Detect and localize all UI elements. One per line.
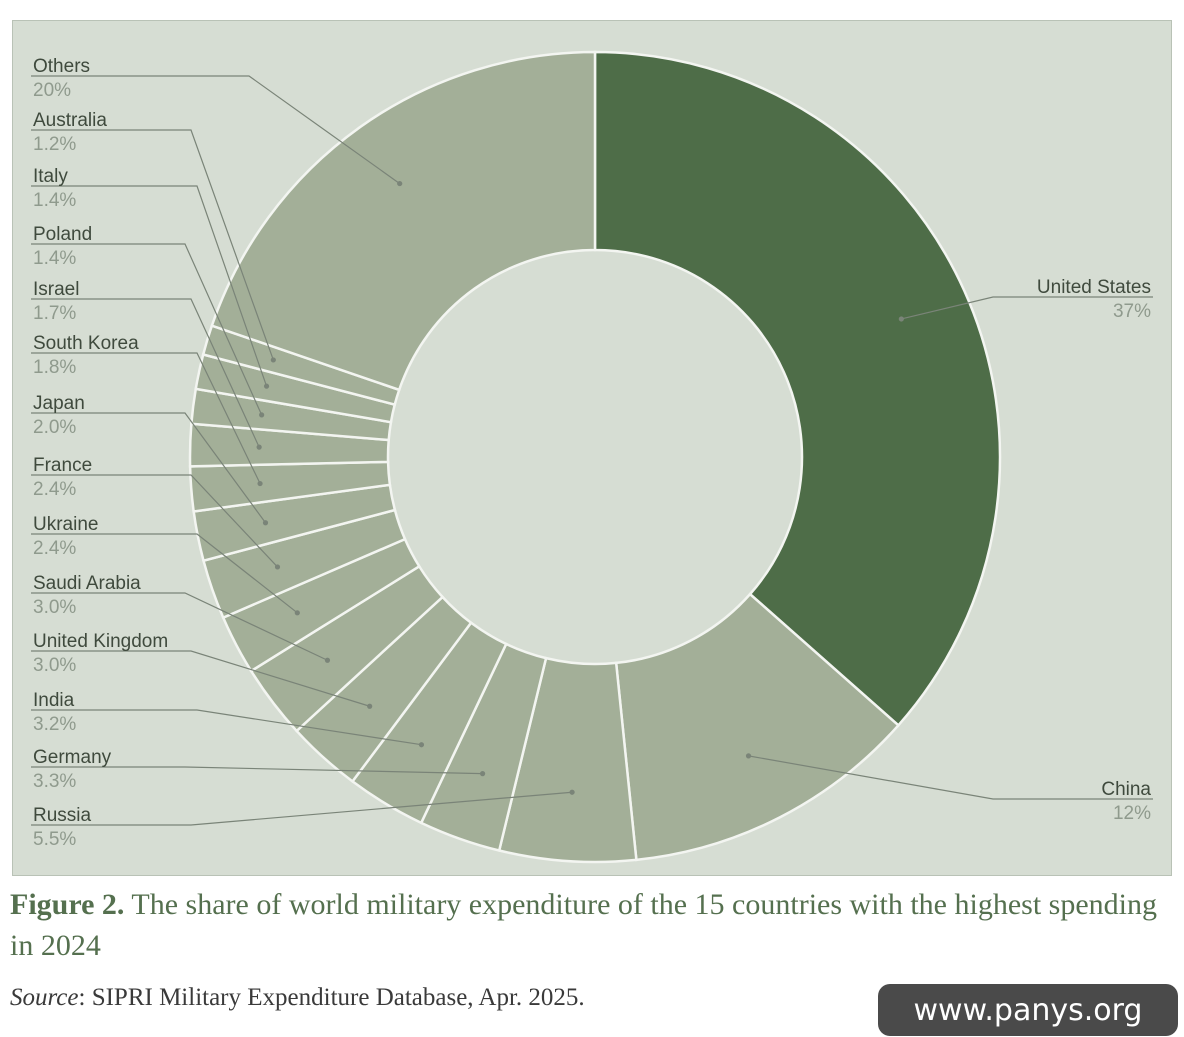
label-name-china: China <box>1101 779 1151 800</box>
figure-label: Figure 2. <box>10 888 125 921</box>
label-name-australia: Australia <box>33 110 107 131</box>
slice-united-states <box>593 50 1002 728</box>
leader-dot-south-korea <box>257 480 263 487</box>
label-name-united-states: United States <box>1037 277 1151 298</box>
slice-others <box>210 50 597 392</box>
figure-caption-text: The share of world military expenditure … <box>10 888 1157 962</box>
leader-dot-united-kingdom <box>367 703 373 709</box>
label-name-poland: Poland <box>33 224 92 245</box>
label-value-poland: 1.4% <box>33 248 76 269</box>
figure-caption: Figure 2. The share of world military ex… <box>10 884 1170 966</box>
leader-dot-india <box>418 742 425 748</box>
leader-dot-italy <box>263 383 270 389</box>
leader-saudi-arabia <box>31 592 328 661</box>
leader-china <box>748 755 1153 800</box>
label-name-israel: Israel <box>33 279 79 300</box>
leader-lines <box>31 75 1153 826</box>
label-value-south-korea: 1.8% <box>33 357 76 378</box>
label-value-saudi-arabia: 3.0% <box>33 597 76 618</box>
leader-germany <box>31 766 483 775</box>
leader-australia <box>31 129 274 361</box>
watermark-badge: www.panys.org <box>878 984 1178 1036</box>
leader-italy <box>31 185 268 387</box>
leader-south-korea <box>31 352 261 484</box>
leader-dot-poland <box>259 412 265 418</box>
slice-labels: United States 37% China 12% Russia 5.5% German… <box>33 56 1151 850</box>
leader-dot-germany <box>479 771 486 777</box>
label-value-israel: 1.7% <box>33 303 76 324</box>
label-value-italy: 1.4% <box>33 190 76 211</box>
donut-chart: United States 37% China 12% Russia 5.5% German… <box>31 50 1153 864</box>
source-label: Source <box>10 984 79 1011</box>
leader-japan <box>31 412 266 524</box>
leader-united-states <box>901 296 1153 320</box>
leader-united-kingdom <box>31 650 370 707</box>
label-name-india: India <box>33 690 75 711</box>
label-name-italy: Italy <box>33 166 68 187</box>
label-value-russia: 5.5% <box>33 829 76 850</box>
label-value-india: 3.2% <box>33 714 76 735</box>
leader-dot-united-states <box>898 316 904 322</box>
label-name-germany: Germany <box>33 747 112 768</box>
chart-panel: United States 37% China 12% Russia 5.5% German… <box>12 20 1172 876</box>
leader-israel <box>31 298 260 448</box>
label-value-others: 20% <box>33 80 71 101</box>
label-name-others: Others <box>33 56 90 77</box>
leader-dot-others <box>397 180 403 187</box>
label-name-russia: Russia <box>33 805 92 826</box>
leader-dot-japan <box>262 520 269 526</box>
label-value-china: 12% <box>1113 803 1151 824</box>
label-value-ukraine: 2.4% <box>33 538 76 559</box>
label-value-united-states: 37% <box>1113 301 1151 322</box>
source-text: : SIPRI Military Expenditure Database, A… <box>78 984 585 1011</box>
leader-india <box>31 709 422 746</box>
label-name-saudi-arabia: Saudi Arabia <box>33 573 141 594</box>
leader-others <box>31 75 401 185</box>
leader-dot-israel <box>256 444 262 450</box>
donut-slices <box>188 50 1002 864</box>
label-value-united-kingdom: 3.0% <box>33 655 76 676</box>
label-value-japan: 2.0% <box>33 417 76 438</box>
slice-china <box>614 592 901 862</box>
label-value-germany: 3.3% <box>33 771 76 792</box>
label-value-australia: 1.2% <box>33 134 76 155</box>
label-name-south-korea: South Korea <box>33 333 139 354</box>
leader-france <box>31 474 278 568</box>
label-name-ukraine: Ukraine <box>33 514 98 535</box>
leader-dot-france <box>274 564 281 570</box>
leader-russia <box>31 791 573 826</box>
label-name-japan: Japan <box>33 393 85 414</box>
leader-dot-ukraine <box>294 610 300 616</box>
label-name-france: France <box>33 455 92 476</box>
label-value-france: 2.4% <box>33 479 76 500</box>
label-name-united-kingdom: United Kingdom <box>33 631 168 652</box>
leader-dot-australia <box>270 357 276 363</box>
leader-ukraine <box>31 533 298 614</box>
leader-dot-russia <box>569 789 575 795</box>
leader-poland <box>31 243 263 416</box>
leader-dot-china <box>745 753 752 759</box>
source-note: Source: SIPRI Military Expenditure Datab… <box>10 984 585 1012</box>
leader-dot-saudi-arabia <box>324 657 331 663</box>
